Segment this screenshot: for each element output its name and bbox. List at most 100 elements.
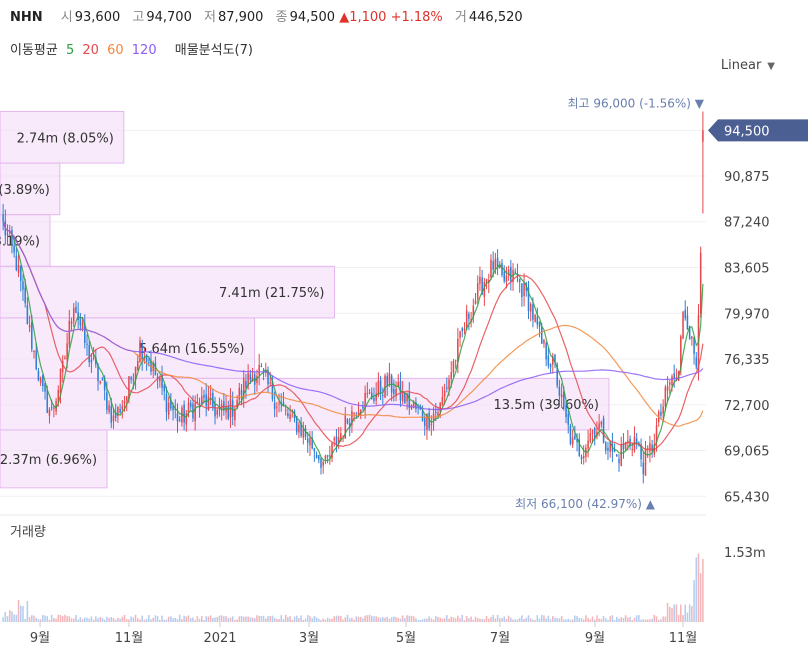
volume-bar [527, 615, 530, 622]
candle [112, 408, 115, 429]
volume-bar [492, 614, 494, 622]
candle [503, 265, 505, 284]
volume-bar [673, 604, 675, 622]
max-price-annotation: 최고 96,000 (-1.56%) ▼ [567, 96, 704, 110]
volume-bar [516, 619, 519, 622]
candle [59, 368, 62, 404]
volume-bar [247, 616, 249, 622]
volume-max-label: 1.53m [724, 546, 766, 561]
volume-profile-label: 7.41m (21.75%) [219, 286, 324, 301]
candle [468, 311, 470, 331]
volume-bar [644, 619, 647, 622]
candle [79, 312, 82, 331]
volume-bar [611, 615, 614, 622]
candle [121, 399, 124, 419]
y-tick-label: 69,065 [724, 445, 770, 460]
close-value: 94,500 [289, 10, 336, 25]
volume-bar [691, 606, 693, 622]
volume-bar [481, 618, 483, 622]
volume-bar [6, 616, 9, 622]
ma-line-120 [2, 221, 704, 411]
candle [529, 302, 532, 322]
candle [2, 203, 4, 231]
candle [505, 266, 508, 289]
volume-bar [198, 618, 201, 622]
moving-average-legend[interactable]: 이동평균 5 20 60 120 매물분석도(7) [10, 39, 257, 58]
candle [640, 438, 642, 467]
candle [463, 322, 466, 335]
volume-bar [309, 616, 311, 622]
current-price-label: 94,500 [724, 124, 770, 139]
volume-bar [172, 618, 174, 622]
ma-20[interactable]: 20 [82, 43, 99, 58]
candle [600, 420, 603, 428]
candle [397, 374, 400, 388]
volume-bar [593, 619, 596, 622]
volume-bar [320, 620, 322, 622]
volume-bar [501, 618, 503, 622]
y-tick-label: 65,430 [724, 490, 770, 505]
ticker-header: NHN 시 93,600 고 94,700 저 87,900 종 94,500 ▲1,1… [10, 6, 523, 25]
volume-bar [554, 617, 556, 622]
volume-bar [600, 618, 603, 622]
volume-bar [302, 619, 305, 622]
volume-bar [121, 616, 124, 622]
volume-bar [245, 616, 247, 622]
volume-bar [616, 616, 618, 622]
candle [366, 382, 369, 399]
candle [287, 406, 289, 419]
candle [68, 309, 71, 348]
candle [22, 274, 24, 301]
candle [42, 373, 44, 392]
volume-bar [72, 618, 75, 622]
volume-bar [125, 619, 128, 622]
volume-bar [638, 614, 640, 622]
candle [302, 421, 305, 445]
candle [48, 407, 51, 424]
volume-bar [604, 618, 607, 622]
y-tick-label: 90,875 [724, 170, 770, 185]
candle [379, 375, 382, 401]
volume-bar [642, 619, 645, 622]
volume-bar [174, 617, 177, 622]
volume-bar [512, 619, 514, 622]
volume-bar [340, 615, 342, 622]
candle [130, 375, 132, 384]
volume-bar [682, 615, 684, 622]
ma-120[interactable]: 120 [131, 43, 157, 58]
volume-bar [280, 615, 283, 622]
volume-bar [496, 614, 499, 622]
volume-profile-label: 2.74m (8.05%) [17, 131, 114, 146]
candle [483, 277, 486, 307]
volume-bar [609, 616, 611, 622]
y-tick-label: 87,240 [724, 216, 770, 231]
candle [452, 359, 455, 378]
volume-bar [368, 614, 371, 622]
volume-bar [276, 618, 278, 622]
volume-profile-toggle[interactable]: 매물분석도(7) [174, 43, 253, 58]
volume-bar [2, 617, 4, 622]
volume-bar [214, 617, 216, 622]
candle [587, 429, 589, 458]
candle [569, 423, 572, 446]
volume-bar [342, 619, 344, 622]
high-value: 94,700 [146, 10, 192, 25]
candle [609, 441, 611, 458]
volume-profile-label: 13.5m (39.60%) [494, 398, 599, 413]
candle [201, 386, 203, 406]
ma-5[interactable]: 5 [65, 43, 75, 58]
candle [238, 382, 241, 404]
volume-bar [178, 614, 181, 622]
volume-bar [236, 619, 238, 622]
ma-60[interactable]: 60 [107, 43, 124, 58]
volume-bar [693, 580, 695, 622]
scale-mode-dropdown[interactable]: Linear ▼ [721, 58, 775, 73]
volume-bar [419, 620, 422, 622]
volume-bar [457, 615, 459, 622]
volume-bar [262, 615, 265, 622]
volume-bar [463, 620, 466, 622]
volume-bar [333, 616, 336, 622]
volume-bar [134, 614, 137, 622]
volume-bar [576, 616, 578, 622]
